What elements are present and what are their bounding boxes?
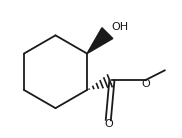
Polygon shape [87, 28, 113, 54]
Text: OH: OH [111, 22, 128, 32]
Text: O: O [104, 119, 113, 129]
Text: O: O [141, 79, 150, 89]
